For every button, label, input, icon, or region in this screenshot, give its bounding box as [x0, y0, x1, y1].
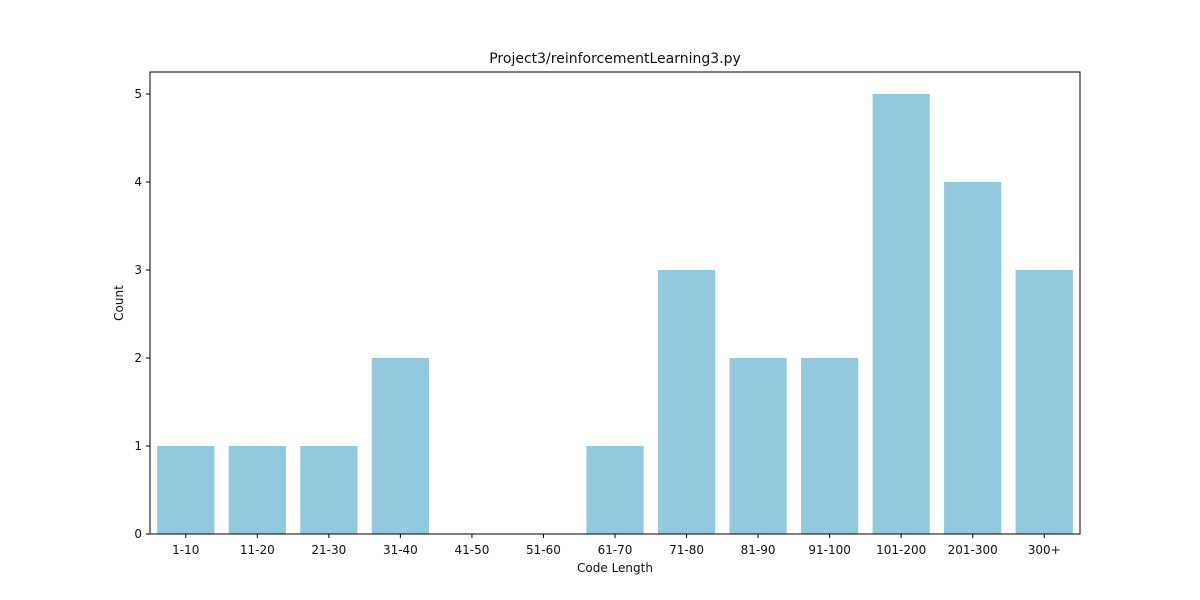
y-tick-label: 5	[134, 87, 142, 101]
x-axis: 1-10 11-20 21-30 31-40 41-50 51-60 61-70 71-80 8…	[172, 534, 1061, 557]
y-tick-label: 4	[134, 175, 142, 189]
x-tick-label: 51-60	[526, 543, 561, 557]
bars-group	[157, 94, 1073, 534]
x-tick-label: 61-70	[598, 543, 633, 557]
x-tick-label: 41-50	[454, 543, 489, 557]
x-tick-label: 91-100	[808, 543, 851, 557]
x-tick-label: 201-300	[948, 543, 998, 557]
bar-201-300	[944, 182, 1002, 534]
x-tick-label: 101-200	[876, 543, 926, 557]
x-tick-label: 71-80	[669, 543, 704, 557]
bar-61-70	[586, 446, 644, 534]
bar-71-80	[657, 270, 716, 534]
bar-300+	[1015, 270, 1073, 534]
chart-title: Project3/reinforcementLearning3.py	[489, 51, 741, 67]
x-tick-label: 300+	[1028, 543, 1061, 557]
y-tick-label: 3	[134, 263, 142, 277]
y-tick-label: 1	[134, 439, 142, 453]
bar-101-200	[872, 94, 930, 534]
y-tick-label: 0	[134, 527, 142, 541]
bar-1-10	[157, 446, 215, 534]
x-axis-label: Code Length	[577, 561, 653, 575]
x-tick-label: 11-20	[240, 543, 275, 557]
x-tick-label: 81-90	[741, 543, 776, 557]
bar-81-90	[729, 358, 787, 534]
y-axis-label: Count	[112, 285, 126, 321]
y-tick-label: 2	[134, 351, 142, 365]
bar-91-100	[801, 358, 859, 534]
x-tick-label: 21-30	[311, 543, 346, 557]
bar-11-20	[228, 446, 286, 534]
x-tick-label: 31-40	[383, 543, 418, 557]
x-tick-label: 1-10	[172, 543, 199, 557]
bar-21-30	[300, 446, 358, 534]
bar-31-40	[371, 358, 429, 534]
y-axis: 0 1 2 3 4 5	[134, 87, 150, 541]
